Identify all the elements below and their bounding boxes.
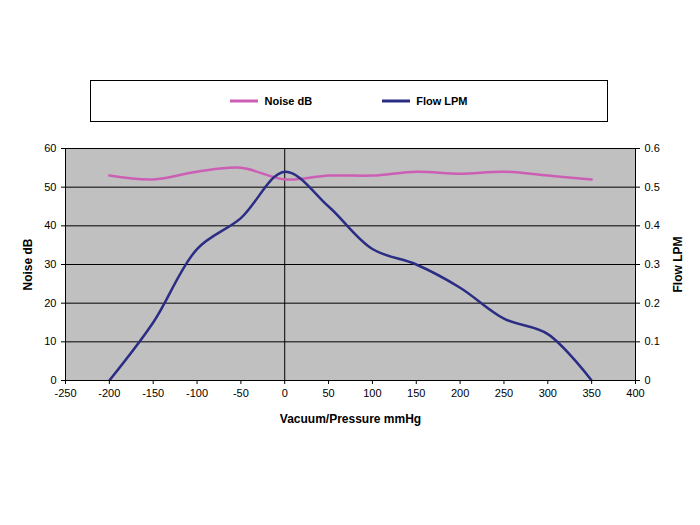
svg-text:0.2: 0.2 (645, 297, 660, 309)
svg-text:250: 250 (495, 387, 513, 399)
svg-text:0: 0 (50, 374, 56, 386)
svg-text:300: 300 (539, 387, 557, 399)
html-text:Noise dB: Noise dB (264, 95, 313, 107)
svg-text:0.5: 0.5 (645, 181, 660, 193)
svg-text:60: 60 (44, 142, 56, 154)
svg-text:-200: -200 (98, 387, 120, 399)
svg-text:350: 350 (582, 387, 600, 399)
svg-text:-100: -100 (186, 387, 208, 399)
svg-text:200: 200 (451, 387, 469, 399)
svg-text:0: 0 (282, 387, 288, 399)
svg-text:-50: -50 (233, 387, 249, 399)
svg-text:0.6: 0.6 (645, 142, 660, 154)
svg-text:Vacuum/Pressure mmHg: Vacuum/Pressure mmHg (280, 412, 421, 426)
svg-text:400: 400 (626, 387, 644, 399)
svg-text:50: 50 (44, 181, 56, 193)
svg-text:20: 20 (44, 297, 56, 309)
svg-text:Noise dB: Noise dB (21, 238, 35, 290)
svg-text:Flow LPM: Flow LPM (671, 237, 685, 293)
svg-text:10: 10 (44, 335, 56, 347)
svg-text:-150: -150 (142, 387, 164, 399)
svg-text:40: 40 (44, 219, 56, 231)
svg-text:0.4: 0.4 (645, 219, 660, 231)
html-text:Flow LPM: Flow LPM (416, 95, 468, 107)
svg-text:150: 150 (407, 387, 425, 399)
svg-text:0.3: 0.3 (645, 258, 660, 270)
svg-text:0: 0 (645, 374, 651, 386)
svg-text:50: 50 (322, 387, 334, 399)
svg-text:0.1: 0.1 (645, 335, 660, 347)
svg-text:30: 30 (44, 258, 56, 270)
svg-text:-250: -250 (54, 387, 76, 399)
svg-text:100: 100 (363, 387, 381, 399)
